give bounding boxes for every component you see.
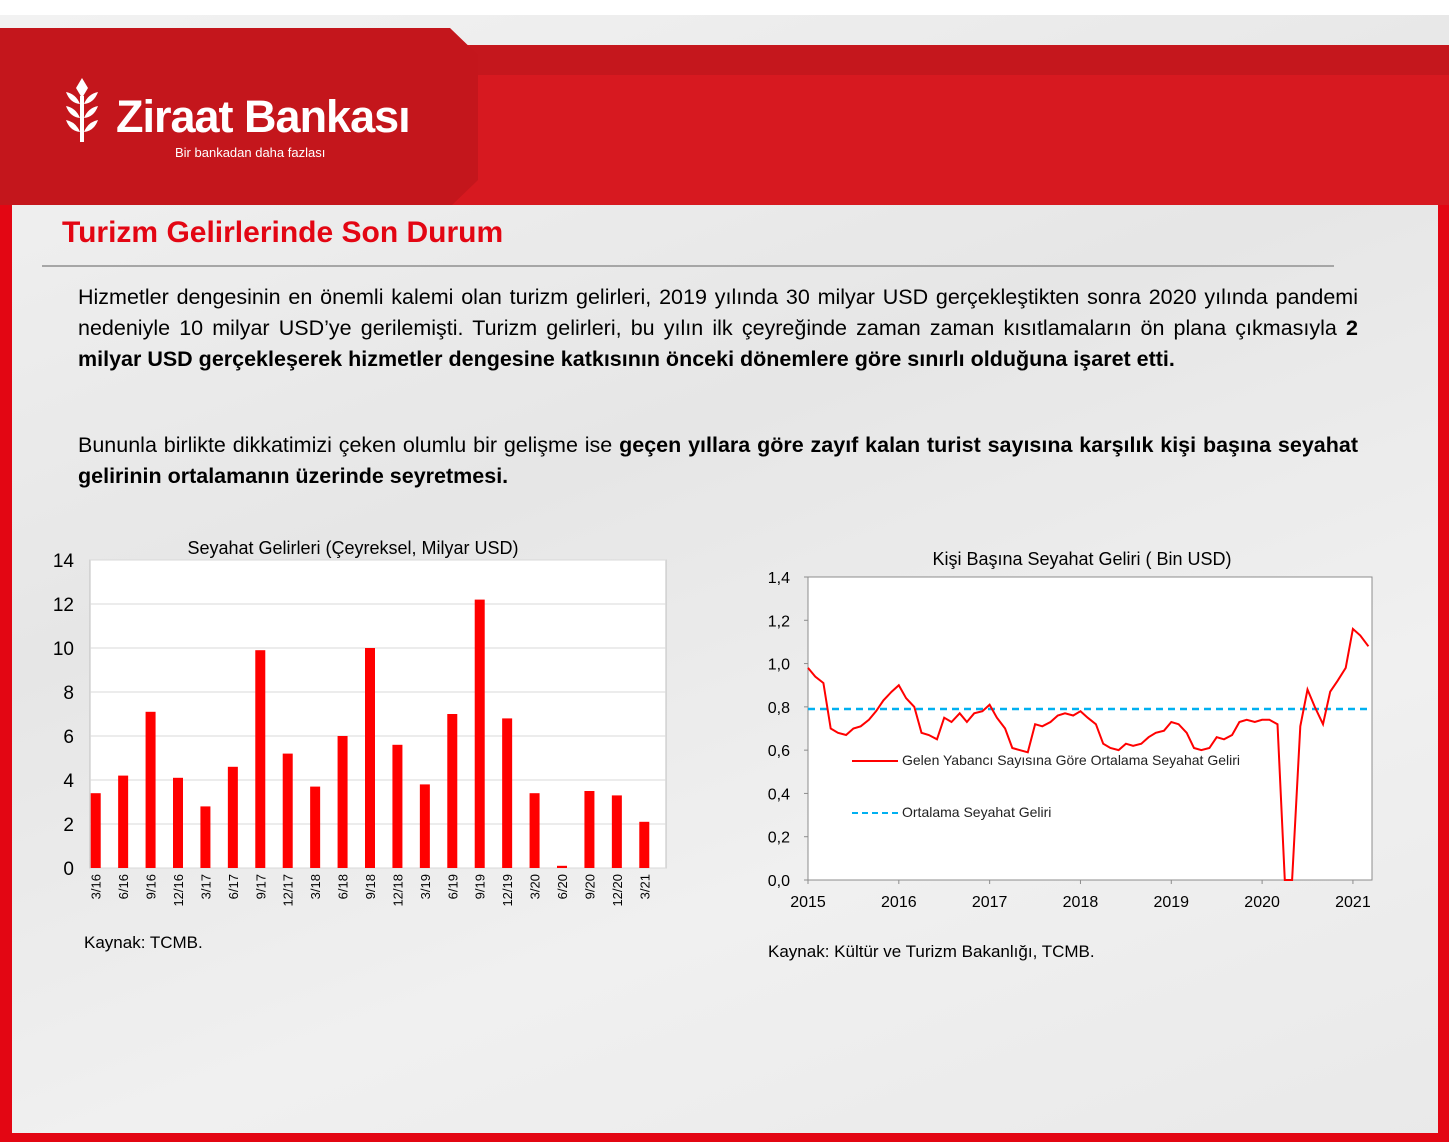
y-tick-label: 10: [53, 639, 74, 660]
bar: [173, 777, 183, 868]
x-tick-label: 6/17: [226, 874, 241, 899]
bar: [227, 766, 238, 868]
line-chart: Kişi Başına Seyahat Geliri ( Bin USD) 0,0…: [768, 549, 1373, 911]
x-tick-label: 9/19: [473, 874, 488, 899]
border-bottom: [0, 1133, 1449, 1142]
x-tick-label: 2020: [1244, 894, 1280, 911]
legend-entry: Ortalama Seyahat Geliri: [852, 804, 1262, 820]
header-shape: [0, 28, 478, 205]
x-tick-label: 3/18: [308, 874, 323, 899]
bar: [557, 865, 567, 868]
bar: [447, 714, 458, 868]
x-tick-label: 2016: [881, 894, 917, 911]
text: Hizmetler dengesinin en önemli kalemi ol…: [78, 285, 1358, 340]
x-tick-label: 2015: [790, 894, 826, 911]
chart-title: Kişi Başına Seyahat Geliri ( Bin USD): [932, 549, 1231, 569]
border-left: [0, 205, 12, 1142]
page-title: Turizm Gelirlerinde Son Durum: [62, 216, 504, 249]
bar: [255, 650, 266, 868]
y-tick-label: 0,4: [768, 786, 790, 803]
y-tick-label: 8: [63, 683, 74, 704]
legend-label: Ortalama Seyahat Geliri: [902, 804, 1052, 820]
bar: [392, 744, 403, 868]
bar: [502, 718, 513, 868]
legend-label: Gelen Yabancı Sayısına Göre Ortalama Sey…: [902, 752, 1240, 768]
legend-swatch: [852, 760, 898, 762]
y-tick-label: 0,6: [768, 743, 790, 760]
legend-swatch: [852, 812, 898, 814]
bar: [529, 793, 540, 868]
x-tick-label: 2019: [1153, 894, 1189, 911]
tagline: Bir bankadan daha fazlası: [175, 145, 325, 160]
x-tick-label: 3/16: [89, 874, 104, 899]
bold-text: 2 milyar USD gerçekleşerek hizmetler den…: [78, 316, 1358, 371]
x-tick-label: 2021: [1335, 894, 1371, 911]
y-tick-label: 0,2: [768, 830, 790, 847]
y-tick-label: 4: [63, 771, 74, 792]
x-tick-label: 9/17: [253, 874, 268, 899]
bar: [365, 648, 375, 868]
x-tick-label: 2017: [972, 894, 1008, 911]
x-tick-label: 6/18: [336, 874, 351, 899]
y-tick-label: 6: [63, 727, 74, 748]
x-tick-label: 2018: [1063, 894, 1099, 911]
x-tick-label: 3/19: [418, 874, 433, 899]
x-tick-label: 12/20: [610, 874, 625, 907]
y-tick-label: 0: [63, 859, 74, 880]
bar: [310, 786, 321, 868]
source: Kaynak: Kültür ve Turizm Bakanlığı, TCMB…: [768, 942, 1095, 961]
y-tick-label: 0,0: [768, 873, 790, 890]
y-tick-label: 0,8: [768, 700, 790, 717]
title-rule: [42, 265, 1334, 267]
bar: [639, 821, 650, 868]
bar: [282, 753, 293, 868]
x-tick-label: 3/21: [637, 874, 652, 899]
bar: [90, 793, 101, 868]
border-right: [1438, 205, 1449, 1142]
x-tick-label: 6/19: [445, 874, 460, 899]
bar: [118, 775, 129, 868]
x-tick-label: 9/18: [363, 874, 378, 899]
bar: [145, 711, 156, 868]
x-tick-label: 9/20: [582, 874, 597, 899]
x-tick-label: 6/20: [555, 874, 570, 899]
y-tick-label: 12: [53, 595, 74, 616]
line: [807, 626, 1370, 881]
bar: [200, 806, 211, 868]
bar: [419, 784, 430, 868]
bar: [474, 599, 485, 868]
paragraph: Bununla birlikte dikkatimizi çeken oluml…: [78, 430, 1358, 492]
logo-icon: [66, 78, 98, 142]
brand: Ziraat Bankası: [116, 91, 410, 142]
x-tick-label: 12/16: [171, 874, 186, 907]
bold-text: geçen yıllara göre zayıf kalan turist sa…: [78, 433, 1358, 488]
x-tick-label: 12/18: [390, 874, 405, 907]
plot-area: [807, 576, 1373, 881]
y-tick-label: 1,0: [768, 657, 790, 674]
y-tick-label: 2: [63, 815, 74, 836]
header-shade: [470, 45, 1449, 75]
chart-title: Seyahat Gelirleri (Çeyreksel, Milyar USD…: [187, 538, 518, 558]
y-tick-label: 14: [53, 551, 75, 572]
y-tick-label: 1,4: [768, 570, 790, 587]
legend-entry: Gelen Yabancı Sayısına Göre Ortalama Sey…: [852, 752, 1262, 768]
text: Bununla birlikte dikkatimizi çeken oluml…: [78, 433, 613, 457]
x-tick-label: 9/16: [144, 874, 159, 899]
x-tick-label: 3/20: [528, 874, 543, 899]
x-tick-label: 12/19: [500, 874, 515, 907]
x-tick-label: 6/16: [116, 874, 131, 899]
paragraph: Hizmetler dengesinin en önemli kalemi ol…: [78, 282, 1358, 375]
x-tick-label: 12/17: [281, 874, 296, 907]
bar-chart: Seyahat Gelirleri (Çeyreksel, Milyar USD…: [53, 538, 667, 907]
bar: [584, 791, 595, 868]
source: Kaynak: TCMB.: [84, 933, 203, 952]
x-tick-label: 3/17: [198, 874, 213, 899]
bar: [611, 795, 622, 868]
bar: [337, 736, 348, 868]
y-tick-label: 1,2: [768, 613, 790, 630]
